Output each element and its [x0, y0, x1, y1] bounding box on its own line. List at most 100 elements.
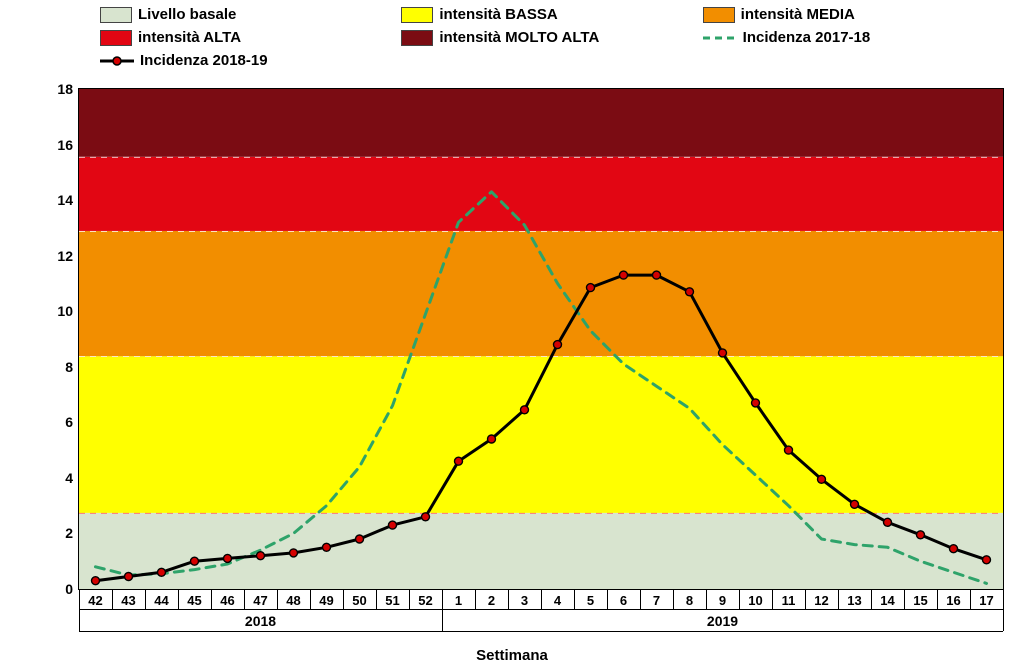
legend-swatch [100, 54, 134, 68]
x-tick-label: 50 [352, 589, 366, 608]
series-marker [488, 435, 496, 443]
legend-item: Incidenza 2017-18 [703, 29, 994, 46]
x-tick-separator [937, 589, 938, 609]
year-row-bottom-border [79, 631, 1003, 632]
intensity-band [79, 157, 1003, 231]
legend-swatch [100, 7, 132, 23]
year-group-separator [79, 609, 80, 631]
y-tick-label: 0 [65, 581, 79, 597]
series-marker [389, 521, 397, 529]
y-tick-label: 6 [65, 414, 79, 430]
x-tick-label: 43 [121, 589, 135, 608]
x-tick-separator [706, 589, 707, 609]
x-tick-label: 44 [154, 589, 168, 608]
y-tick-label: 2 [65, 525, 79, 541]
legend-swatch [100, 30, 132, 46]
series-marker [158, 568, 166, 576]
x-tick-separator [772, 589, 773, 609]
series-marker [125, 573, 133, 581]
x-tick-separator [673, 589, 674, 609]
series-marker [917, 531, 925, 539]
x-tick-separator [1003, 589, 1004, 609]
x-tick-label: 11 [782, 589, 796, 608]
x-tick-separator [277, 589, 278, 609]
y-tick-label: 16 [57, 137, 79, 153]
x-tick-label: 51 [385, 589, 399, 608]
x-tick-label: 52 [418, 589, 432, 608]
x-tick-separator [79, 589, 80, 609]
x-tick-separator [145, 589, 146, 609]
chart-root: Livello basale intensità BASSA intensità M… [0, 0, 1024, 668]
x-tick-separator [640, 589, 641, 609]
series-marker [455, 457, 463, 465]
x-tick-label: 46 [220, 589, 234, 608]
x-tick-separator [442, 589, 443, 609]
series-marker [752, 399, 760, 407]
intensity-band [79, 231, 1003, 356]
x-tick-label: 7 [653, 589, 660, 608]
year-group-separator [1003, 609, 1004, 631]
legend-item: Livello basale [100, 6, 391, 23]
x-tick-label: 49 [319, 589, 333, 608]
y-tick-label: 12 [57, 248, 79, 264]
series-marker [950, 545, 958, 553]
x-axis-title: Settimana [0, 647, 1024, 664]
legend-swatch [401, 30, 433, 46]
x-tick-label: 17 [979, 589, 993, 608]
series-marker [620, 271, 628, 279]
x-tick-separator [343, 589, 344, 609]
legend-label: intensità MEDIA [741, 6, 855, 23]
x-tick-separator [376, 589, 377, 609]
series-marker [686, 288, 694, 296]
legend-item: intensità BASSA [401, 6, 692, 23]
x-tick-label: 16 [946, 589, 960, 608]
x-axis-row-divider [79, 609, 1003, 610]
series-marker [92, 577, 100, 585]
x-tick-separator [244, 589, 245, 609]
y-tick-label: 10 [57, 303, 79, 319]
y-tick-label: 8 [65, 359, 79, 375]
x-tick-label: 42 [88, 589, 102, 608]
x-tick-label: 5 [587, 589, 594, 608]
x-tick-label: 47 [253, 589, 267, 608]
legend-label: intensità BASSA [439, 6, 557, 23]
x-tick-label: 8 [686, 589, 693, 608]
series-marker [191, 557, 199, 565]
x-tick-label: 14 [880, 589, 894, 608]
legend-item: intensità MEDIA [703, 6, 994, 23]
series-marker [587, 284, 595, 292]
x-tick-separator [904, 589, 905, 609]
x-tick-label: 15 [913, 589, 927, 608]
series-marker [290, 549, 298, 557]
series-marker [785, 446, 793, 454]
x-tick-label: 3 [521, 589, 528, 608]
year-group-separator [442, 609, 443, 631]
x-tick-label: 48 [286, 589, 300, 608]
series-marker [323, 543, 331, 551]
series-marker [884, 518, 892, 526]
x-tick-label: 4 [554, 589, 561, 608]
x-tick-separator [838, 589, 839, 609]
legend-label: Incidenza 2018-19 [140, 52, 268, 69]
x-tick-separator [607, 589, 608, 609]
series-marker [554, 341, 562, 349]
series-marker [983, 556, 991, 564]
series-marker [719, 349, 727, 357]
year-group-label: 2018 [245, 613, 276, 629]
x-tick-label: 10 [748, 589, 762, 608]
intensity-band [79, 513, 1003, 589]
series-marker [653, 271, 661, 279]
legend-label: Livello basale [138, 6, 236, 23]
x-tick-separator [178, 589, 179, 609]
x-tick-separator [211, 589, 212, 609]
x-tick-separator [805, 589, 806, 609]
x-tick-separator [475, 589, 476, 609]
x-tick-separator [574, 589, 575, 609]
y-tick-label: 18 [57, 81, 79, 97]
x-tick-label: 6 [620, 589, 627, 608]
x-tick-label: 9 [719, 589, 726, 608]
series-marker [257, 552, 265, 560]
legend-item: intensità MOLTO ALTA [401, 29, 692, 46]
x-tick-label: 1 [455, 589, 462, 608]
series-marker [851, 500, 859, 508]
